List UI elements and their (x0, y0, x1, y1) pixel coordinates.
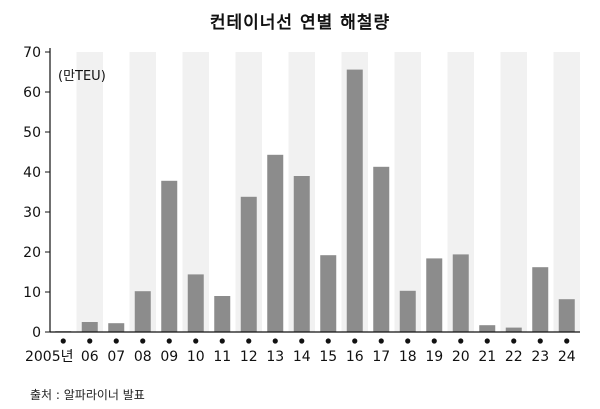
x-tick-dot (219, 338, 225, 344)
y-tick-label: 40 (23, 165, 41, 181)
x-tick-dot (325, 338, 331, 344)
x-tick-label: 06 (81, 349, 99, 365)
column-shade (500, 52, 527, 332)
y-tick-label: 10 (23, 285, 41, 301)
bar-21 (479, 325, 496, 332)
bar-14 (293, 176, 310, 332)
x-tick-dot (272, 338, 278, 344)
bar-22 (505, 327, 522, 332)
y-tick-label: 30 (23, 205, 41, 221)
x-tick-label: 17 (372, 349, 390, 365)
bar-11 (214, 296, 231, 332)
bar-15 (320, 255, 337, 332)
y-tick-label: 20 (23, 245, 41, 261)
x-tick-dot (484, 338, 490, 344)
x-tick-dot (378, 338, 384, 344)
bar-20 (452, 254, 469, 332)
x-tick-label: 18 (399, 349, 417, 365)
y-tick-label: 0 (32, 325, 41, 341)
bar-23 (532, 267, 549, 332)
bar-10 (187, 274, 204, 332)
column-shade (76, 52, 103, 332)
bar-09 (161, 180, 178, 332)
x-tick-dot (564, 338, 570, 344)
x-tick-dot (299, 338, 305, 344)
bars (55, 69, 575, 332)
x-tick-label: 12 (240, 349, 258, 365)
y-tick-label: 60 (23, 85, 41, 101)
chart-title: 컨테이너선 연별 해철량 (209, 13, 391, 33)
x-tick-label: 10 (187, 349, 205, 365)
bar-07 (108, 323, 125, 332)
x-tick-dot (87, 338, 93, 344)
y-tick-labels: 0 10 20 30 40 50 60 70 (23, 45, 50, 341)
x-tick-label: 15 (319, 349, 337, 365)
x-tick-label: 08 (134, 349, 152, 365)
x-tick-label: 21 (478, 349, 496, 365)
bar-24 (558, 299, 575, 332)
x-tick-label: 14 (293, 349, 311, 365)
x-tick-dot (511, 338, 517, 344)
unit-label: (만TEU) (58, 69, 106, 84)
bar-06 (81, 322, 98, 332)
x-tick-dot (60, 338, 66, 344)
x-tick-dot (246, 338, 252, 344)
x-tick-label: 09 (160, 349, 178, 365)
x-tick-label: 13 (266, 349, 284, 365)
x-tick-label: 24 (558, 349, 576, 365)
bar-13 (267, 154, 284, 332)
x-tick-label: 20 (452, 349, 470, 365)
column-shade (394, 52, 421, 332)
x-tick-label: 22 (505, 349, 523, 365)
y-tick-label: 70 (23, 45, 41, 61)
x-tick-dot (405, 338, 411, 344)
axes (49, 48, 580, 333)
x-tick-label: 07 (107, 349, 125, 365)
x-tick-label: 23 (531, 349, 549, 365)
x-tick-labels: 2005년 06 07 08 09 10 11 12 13 14 15 16 17 18 19 20 21 22 2… (25, 349, 576, 365)
x-tick-dot (352, 338, 358, 344)
y-tick-label: 50 (23, 125, 41, 141)
x-tick-dot (537, 338, 543, 344)
x-tick-dot (166, 338, 172, 344)
bar-12 (240, 196, 257, 332)
x-tick-label: 11 (213, 349, 231, 365)
bar-19 (426, 258, 443, 332)
bar-18 (399, 290, 416, 332)
x-tick-label: 19 (425, 349, 443, 365)
x-tick-label: 16 (346, 349, 364, 365)
x-tick-dots (60, 338, 570, 344)
x-tick-dot (458, 338, 464, 344)
x-tick-dot (140, 338, 146, 344)
x-tick-dot (113, 338, 119, 344)
x-tick-dot (431, 338, 437, 344)
bar-17 (373, 166, 390, 332)
x-tick-label: 2005년 (25, 349, 74, 365)
source-note: 출처 : 알파라이너 발표 (30, 388, 145, 402)
bar-16 (346, 69, 363, 332)
column-shade (553, 52, 580, 332)
bar-08 (134, 291, 151, 332)
column-shade (129, 52, 156, 332)
x-tick-dot (193, 338, 199, 344)
